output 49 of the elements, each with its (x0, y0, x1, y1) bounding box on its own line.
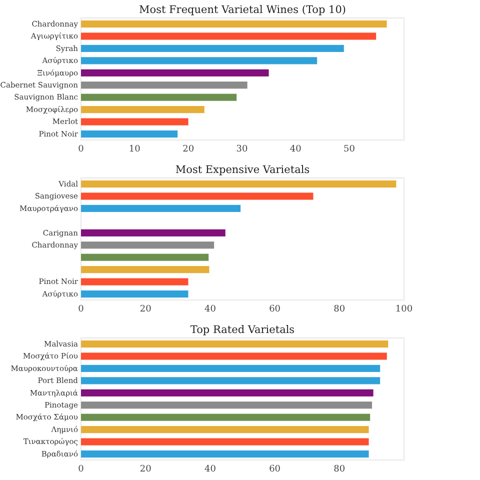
bar (81, 204, 241, 212)
bar (81, 340, 388, 348)
bar (81, 290, 188, 298)
x-tick-label: 40 (204, 304, 216, 314)
chart-title: Most Frequent Varietal Wines (Top 10) (139, 4, 346, 16)
bar (81, 426, 369, 434)
bar (81, 402, 372, 409)
x-tick-label: 10 (128, 144, 141, 154)
x-tick-label: 80 (334, 464, 346, 474)
x-tick-label: 0 (78, 464, 84, 474)
x-tick-label: 40 (204, 464, 216, 474)
bar (81, 438, 369, 446)
bar (81, 130, 178, 138)
x-tick-label: 20 (140, 464, 152, 474)
x-tick-label: 80 (334, 304, 346, 314)
x-tick-label: 50 (344, 144, 356, 154)
x-tick-label: 100 (395, 304, 413, 314)
x-tick-label: 20 (182, 144, 194, 154)
x-tick-label: 20 (140, 304, 152, 314)
chart-title: Most Expensive Varietals (175, 164, 310, 176)
x-tick-label: 0 (78, 304, 84, 314)
bar (81, 266, 210, 274)
x-tick-label: 0 (78, 144, 84, 154)
bar (81, 352, 387, 360)
bar (81, 94, 237, 101)
bar (81, 242, 214, 249)
bar (81, 69, 269, 76)
x-tick-label: 60 (269, 464, 281, 474)
x-tick-label: 60 (269, 304, 281, 314)
bar (81, 118, 188, 126)
bar (81, 364, 380, 372)
bar (81, 32, 376, 40)
bar (81, 377, 380, 384)
bar (81, 414, 370, 421)
bar (81, 57, 318, 64)
bar (81, 389, 374, 396)
bar (81, 44, 344, 52)
bar (81, 192, 314, 200)
x-tick-label: 30 (236, 144, 248, 154)
bar (81, 229, 226, 236)
bar (81, 106, 204, 114)
bar (81, 180, 396, 188)
bar (81, 278, 188, 286)
chart-title: Top Rated Varietals (190, 324, 295, 336)
x-tick-label: 40 (290, 144, 302, 154)
bar (81, 20, 387, 28)
bar (81, 82, 248, 89)
bar (81, 254, 209, 261)
bar (81, 450, 369, 458)
